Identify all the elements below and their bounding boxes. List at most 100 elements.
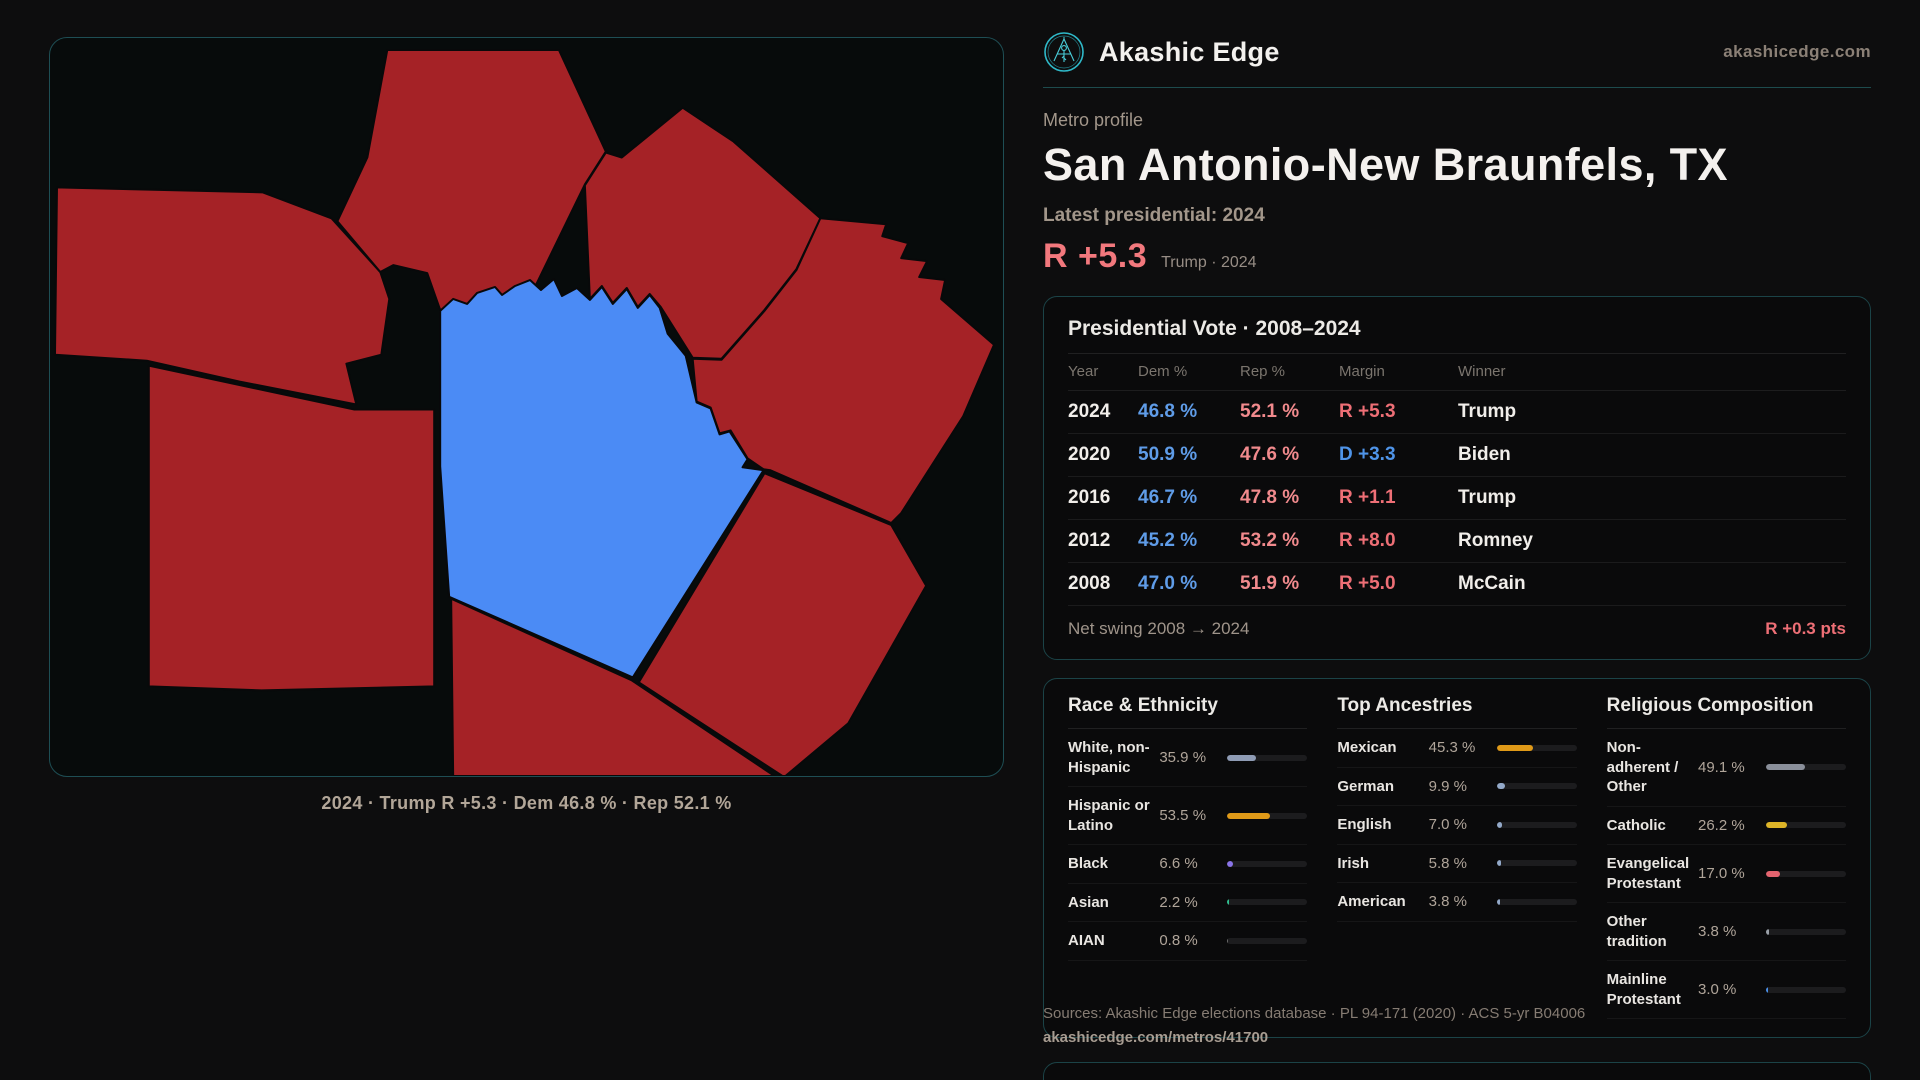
winner-cell: Romney xyxy=(1458,530,1533,551)
demo-value: 3.8 % xyxy=(1697,923,1737,940)
demo-row: AIAN 0.8 % xyxy=(1068,922,1308,961)
margin-cell: R +1.1 xyxy=(1339,487,1396,508)
religion-title: Religious Composition xyxy=(1606,695,1846,729)
bar-fill xyxy=(1765,870,1780,877)
col-margin: Margin xyxy=(1339,363,1385,380)
year-cell: 2024 xyxy=(1068,401,1111,422)
bar-track xyxy=(1227,937,1308,944)
vote-table-header: Year Dem % Rep % Margin Winner xyxy=(1068,354,1846,391)
profile-panel: Akashic Edge akashicedge.com Metro profi… xyxy=(1043,30,1871,1080)
county-southeast xyxy=(637,472,928,776)
demo-row: Mainline Protestant 3.0 % xyxy=(1606,961,1846,1019)
presidential-vote-card: Presidential Vote · 2008–2024 Year Dem %… xyxy=(1043,296,1871,660)
bar-fill xyxy=(1496,860,1502,867)
demo-label: Black xyxy=(1068,855,1109,872)
demo-label: Mainline Protestant xyxy=(1606,971,1681,1008)
race-ethnicity-column: Race & Ethnicity White, non-Hispanic 35.… xyxy=(1068,695,1308,1019)
economics-card: Economics & Language Median HH income $5… xyxy=(1043,1062,1871,1080)
rep-cell: 53.2 % xyxy=(1240,530,1300,551)
headline-margin: R +5.3 Trump · 2024 xyxy=(1043,237,1871,276)
demo-row: Asian 2.2 % xyxy=(1068,884,1308,922)
bar-track xyxy=(1496,821,1577,828)
year-cell: 2020 xyxy=(1068,444,1111,465)
year-cell: 2008 xyxy=(1068,573,1111,594)
net-swing-row: Net swing 2008 → 2024 R +0.3 pts xyxy=(1068,606,1846,647)
demo-row: Irish 5.8 % xyxy=(1337,845,1577,883)
winner-cell: McCain xyxy=(1458,573,1526,594)
bar-track xyxy=(1227,899,1308,906)
winner-cell: Trump xyxy=(1458,401,1517,422)
bar-fill xyxy=(1765,986,1769,993)
demo-row: Catholic 26.2 % xyxy=(1606,807,1846,845)
demo-value: 9.9 % xyxy=(1428,777,1468,795)
demo-value: 3.0 % xyxy=(1697,981,1737,998)
religion-column: Religious Composition Non-adherent / Oth… xyxy=(1606,695,1846,1019)
demo-value: 35.9 % xyxy=(1159,749,1207,766)
brand-domain-link[interactable]: akashicedge.com xyxy=(1723,42,1871,61)
bar-fill xyxy=(1496,821,1503,828)
margin-cell: R +5.0 xyxy=(1339,573,1396,594)
winner-cell: Biden xyxy=(1458,444,1511,465)
demo-label: Irish xyxy=(1337,854,1370,872)
demo-row: English 7.0 % xyxy=(1337,806,1577,845)
demo-row: Evangelical Protestant 17.0 % xyxy=(1606,845,1846,903)
county-east xyxy=(691,217,996,525)
net-swing-label: Net swing 2008 → 2024 xyxy=(1068,619,1250,638)
bar-track xyxy=(1765,764,1846,771)
metro-map-panel xyxy=(49,37,1004,777)
headline-margin-value: R +5.3 xyxy=(1043,237,1148,275)
demo-value: 53.5 % xyxy=(1159,807,1207,824)
bar-track xyxy=(1227,812,1308,819)
brand-name: Akashic Edge xyxy=(1099,36,1280,67)
demographics-card: Race & Ethnicity White, non-Hispanic 35.… xyxy=(1043,678,1871,1038)
bar-track xyxy=(1765,986,1846,993)
demo-label: English xyxy=(1337,816,1392,833)
demo-label: Non-adherent / Other xyxy=(1606,739,1679,795)
margin-cell: R +8.0 xyxy=(1339,530,1396,551)
col-dem: Dem % xyxy=(1138,363,1188,380)
demo-label: Evangelical Protestant xyxy=(1606,855,1690,892)
vote-row-2012: 2012 45.2 % 53.2 % R +8.0 Romney xyxy=(1068,520,1846,563)
col-rep: Rep % xyxy=(1240,363,1286,380)
ancestries-title: Top Ancestries xyxy=(1337,695,1577,729)
ancestries-column: Top Ancestries Mexican 45.3 % German 9.9… xyxy=(1337,695,1577,1019)
demo-value: 6.6 % xyxy=(1159,855,1198,873)
demo-row: Black 6.6 % xyxy=(1068,845,1308,884)
demo-row: American 3.8 % xyxy=(1337,883,1577,922)
bar-track xyxy=(1496,744,1577,751)
demo-row: Mexican 45.3 % xyxy=(1337,729,1577,768)
demo-value: 45.3 % xyxy=(1428,739,1476,757)
county-northwest xyxy=(53,186,391,406)
profile-eyebrow: Metro profile xyxy=(1043,110,1144,130)
rep-cell: 51.9 % xyxy=(1240,573,1300,594)
demo-value: 0.8 % xyxy=(1159,932,1198,950)
vote-row-2020: 2020 50.9 % 47.6 % D +3.3 Biden xyxy=(1068,434,1846,477)
demo-label: Catholic xyxy=(1606,816,1666,834)
demo-label: AIAN xyxy=(1068,932,1105,949)
demo-label: German xyxy=(1337,777,1395,795)
demo-label: Hispanic or Latino xyxy=(1068,797,1150,834)
bar-track xyxy=(1496,783,1577,790)
bar-track xyxy=(1227,754,1308,761)
demo-value: 3.8 % xyxy=(1428,893,1468,911)
demo-value: 2.2 % xyxy=(1159,893,1198,911)
bar-fill xyxy=(1227,899,1230,906)
vote-row-2008: 2008 47.0 % 51.9 % R +5.0 McCain xyxy=(1068,563,1846,606)
county-northeast xyxy=(583,106,822,360)
page-title: San Antonio-New Braunfels, TX xyxy=(1043,139,1728,190)
demo-value: 49.1 % xyxy=(1697,758,1745,776)
bar-track xyxy=(1765,928,1846,935)
map-caption: 2024 · Trump R +5.3 · Dem 46.8 % · Rep 5… xyxy=(321,793,732,813)
margin-cell: D +3.3 xyxy=(1339,444,1396,465)
vote-table-title: Presidential Vote · 2008–2024 xyxy=(1068,313,1846,354)
sources-footer: Sources: Akashic Edge elections database… xyxy=(1043,1005,1823,1046)
demo-value: 5.8 % xyxy=(1428,854,1468,872)
bar-fill xyxy=(1227,860,1233,867)
bar-fill xyxy=(1227,754,1257,761)
rep-cell: 47.8 % xyxy=(1240,487,1300,508)
brand-logo-icon xyxy=(1044,32,1084,72)
year-cell: 2012 xyxy=(1068,530,1111,551)
sources-url-link[interactable]: akashicedge.com/metros/41700 xyxy=(1043,1029,1269,1046)
header-divider xyxy=(1043,87,1871,88)
vote-row-2016: 2016 46.7 % 47.8 % R +1.1 Trump xyxy=(1068,477,1846,520)
